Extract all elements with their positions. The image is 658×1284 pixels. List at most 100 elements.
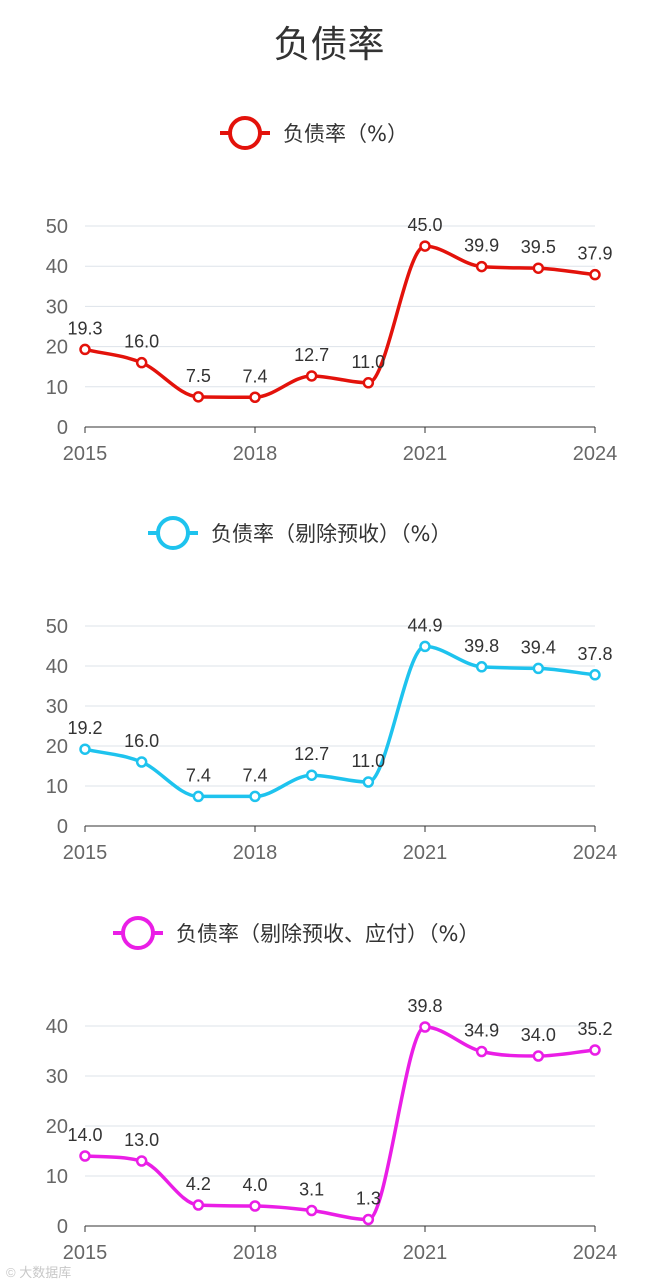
y-tick-label: 10 — [46, 377, 68, 399]
chart-debt-ratio-ex-advance: 负债率（剔除预收）（%） 0 10 20 30 40 50 2015 2018 2021 2024 1… — [46, 516, 618, 864]
data-point[interactable] — [249, 1200, 261, 1212]
x-tick-label: 2024 — [573, 443, 618, 465]
legend-marker — [228, 116, 262, 150]
data-point[interactable] — [305, 370, 318, 382]
data-point[interactable] — [475, 260, 488, 273]
data-point[interactable] — [79, 1150, 91, 1162]
page-title: 负债率 — [273, 23, 385, 66]
series-line — [84, 244, 596, 400]
y-tick-label: 0 — [57, 417, 68, 439]
y-tick-label: 20 — [46, 1116, 68, 1138]
x-tick-label: 2018 — [233, 1242, 278, 1264]
data-point[interactable] — [305, 769, 318, 781]
data-point[interactable] — [475, 1045, 488, 1058]
data-label: 34.9 — [464, 1021, 499, 1041]
data-point[interactable] — [589, 1044, 601, 1056]
data-label: 7.4 — [242, 765, 267, 785]
data-label: 35.2 — [577, 1019, 612, 1039]
y-tick-label: 10 — [46, 776, 68, 798]
data-point[interactable] — [532, 262, 545, 274]
data-point[interactable] — [79, 343, 91, 356]
data-label: 12.7 — [294, 744, 329, 764]
y-tick-label: 40 — [46, 256, 68, 278]
x-tick-label: 2015 — [63, 1242, 108, 1264]
data-label: 37.8 — [577, 644, 612, 664]
x-tick-label: 2021 — [403, 443, 448, 465]
data-point[interactable] — [419, 1021, 431, 1033]
data-label: 4.2 — [186, 1174, 211, 1194]
y-tick-label: 40 — [46, 656, 68, 678]
data-point[interactable] — [419, 240, 431, 252]
y-tick-label: 20 — [46, 736, 68, 758]
x-tick-label: 2024 — [573, 1242, 618, 1264]
data-point[interactable] — [305, 1204, 318, 1217]
y-tick-label: 10 — [46, 1166, 68, 1188]
legend-marker — [121, 916, 155, 950]
legend[interactable]: 负债率（剔除预收、应付）（%） — [113, 916, 479, 950]
data-label: 12.7 — [294, 345, 329, 365]
data-point[interactable] — [79, 743, 91, 755]
legend-label: 负债率（剔除预收、应付）（%） — [176, 922, 479, 946]
legend[interactable]: 负债率（%） — [220, 116, 408, 150]
data-label: 16.0 — [124, 731, 159, 751]
data-point[interactable] — [419, 640, 431, 653]
data-point[interactable] — [589, 669, 601, 681]
y-tick-label: 30 — [46, 1066, 68, 1088]
legend-label: 负债率（剔除预收）（%） — [211, 522, 451, 546]
data-label: 11.0 — [351, 352, 385, 372]
data-label: 19.2 — [67, 718, 102, 738]
data-point[interactable] — [589, 268, 601, 281]
data-label: 19.3 — [67, 318, 102, 338]
data-label: 14.0 — [67, 1125, 102, 1145]
legend-marker — [156, 516, 190, 550]
data-label: 3.1 — [299, 1180, 324, 1200]
y-tick-label: 50 — [46, 216, 68, 238]
data-point[interactable] — [532, 1050, 545, 1062]
data-label: 7.4 — [242, 366, 267, 386]
x-tick-label: 2021 — [403, 842, 448, 864]
data-label: 45.0 — [407, 215, 442, 235]
chart-debt-ratio: 负债率（%） 0 10 20 30 40 50 2015 2018 2021 2024 19.3 16.… — [46, 116, 618, 465]
x-tick-label: 2015 — [63, 842, 108, 864]
y-tick-label: 40 — [46, 1016, 68, 1038]
y-tick-label: 30 — [46, 296, 68, 318]
x-tick-label: 2021 — [403, 1242, 448, 1264]
data-point[interactable] — [192, 1199, 205, 1211]
data-label: 39.4 — [521, 637, 556, 657]
data-point[interactable] — [192, 790, 205, 803]
x-tick-label: 2015 — [63, 443, 108, 465]
data-label: 13.0 — [124, 1130, 159, 1150]
data-label: 44.9 — [407, 615, 442, 635]
data-point[interactable] — [135, 1155, 148, 1167]
data-label: 7.5 — [186, 366, 211, 386]
x-tick-label: 2018 — [233, 443, 278, 465]
y-tick-label: 0 — [57, 816, 68, 838]
data-label: 34.0 — [521, 1025, 556, 1045]
data-point[interactable] — [362, 377, 375, 389]
x-tick-label: 2024 — [573, 842, 618, 864]
data-point[interactable] — [135, 756, 148, 768]
legend[interactable]: 负债率（剔除预收）（%） — [148, 516, 451, 550]
data-point[interactable] — [532, 662, 545, 675]
series-line — [84, 644, 596, 799]
y-tick-label: 0 — [57, 1216, 68, 1238]
data-point[interactable] — [249, 391, 261, 404]
data-label: 16.0 — [124, 332, 159, 352]
data-point[interactable] — [249, 790, 261, 803]
data-label: 1.3 — [356, 1189, 381, 1209]
data-point[interactable] — [362, 776, 375, 788]
x-tick-label: 2018 — [233, 842, 278, 864]
data-label: 39.8 — [464, 636, 499, 656]
y-tick-label: 50 — [46, 616, 68, 638]
data-point[interactable] — [362, 1213, 375, 1226]
data-point[interactable] — [475, 661, 488, 673]
chart-debt-ratio-ex-advance-payable: 负债率（剔除预收、应付）（%） 0 10 20 30 40 2015 2018 2021 2024… — [46, 916, 618, 1264]
data-label: 7.4 — [186, 765, 211, 785]
data-point[interactable] — [135, 356, 148, 369]
data-label: 39.5 — [521, 237, 556, 257]
data-label: 39.9 — [464, 236, 499, 256]
legend-label: 负债率（%） — [283, 122, 408, 146]
data-label: 39.8 — [407, 996, 442, 1016]
data-point[interactable] — [192, 391, 205, 403]
